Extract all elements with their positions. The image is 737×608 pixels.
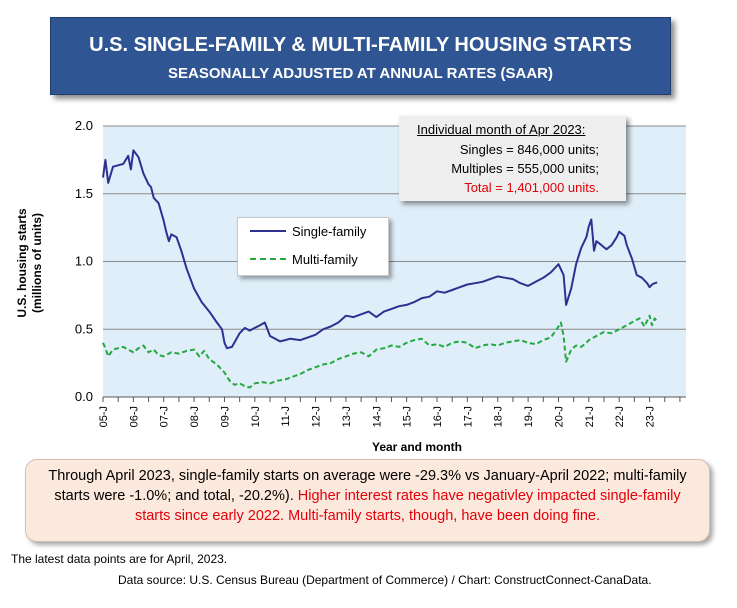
y-axis-title: U.S. housing starts(millions of units) [15, 208, 44, 318]
x-axis-ticks: 05-J 06-J 07-J 08-J 09-J 10-J 11-J 12-J 13-J 14-J… [98, 396, 686, 427]
x-tick-label: 09-J [219, 406, 231, 427]
y-tick-label: 0.5 [75, 321, 93, 336]
title-banner: U.S. SINGLE-FAMILY & MULTI-FAMILY HOUSIN… [50, 17, 671, 95]
y-tick-label: 0.0 [75, 389, 93, 404]
y-tick-label: 2.0 [75, 118, 93, 133]
footnote: The latest data points are for April, 20… [11, 552, 228, 566]
x-tick-label: 12-J [311, 406, 323, 427]
legend-label-multi-family: Multi-family [292, 251, 358, 267]
x-tick-label: 21-J [584, 406, 596, 427]
source-line: Data source: U.S. Census Bureau (Departm… [118, 573, 652, 587]
legend-swatch-single-family [250, 230, 286, 232]
y-tick-label: 1.5 [75, 186, 93, 201]
x-tick-label: 13-J [341, 406, 353, 427]
x-tick-label: 23-J [645, 406, 657, 427]
x-tick-label: 08-J [189, 406, 201, 427]
info-singles: Singles = 846,000 units; [459, 142, 599, 157]
x-tick-label: 16-J [432, 406, 444, 427]
summary-box: Through April 2023, single-family starts… [25, 459, 710, 542]
chart-subtitle: SEASONALLY ADJUSTED AT ANNUAL RATES (SAA… [167, 65, 554, 82]
x-tick-label: 18-J [493, 406, 505, 427]
info-total: Total = 1,401,000 units. [464, 180, 599, 195]
legend-item-single-family: Single-family [250, 223, 366, 239]
legend-label-single-family: Single-family [292, 223, 367, 239]
y-tick-label: 1.0 [75, 254, 93, 269]
x-tick-label: 20-J [553, 406, 565, 427]
x-tick-label: 10-J [250, 406, 262, 427]
x-tick-label: 22-J [614, 406, 626, 427]
x-tick-label: 05-J [98, 406, 110, 427]
summary-text: Through April 2023, single-family starts… [48, 468, 687, 504]
chart-title: U.S. SINGLE-FAMILY & MULTI-FAMILY HOUSIN… [89, 34, 632, 56]
legend: Single-family Multi-family [237, 217, 389, 276]
x-tick-label: 06-J [128, 406, 140, 427]
x-tick-label: 17-J [462, 406, 474, 427]
info-box: Individual month of Apr 2023: Singles = … [399, 116, 626, 201]
legend-item-multi-family: Multi-family [250, 251, 358, 267]
info-heading: Individual month of Apr 2023: [417, 122, 586, 137]
x-tick-label: 14-J [371, 406, 383, 427]
x-tick-label: 15-J [402, 406, 414, 427]
x-tick-label: 11-J [280, 406, 292, 427]
series-line-multi-family [102, 314, 659, 389]
legend-swatch-multi-family [250, 258, 286, 260]
x-axis-title: Year and month [372, 440, 462, 454]
info-multiples: Multiples = 555,000 units; [451, 161, 599, 176]
series-line-single-family [102, 149, 658, 350]
x-tick-label: 07-J [159, 406, 171, 427]
summary-highlight: Higher interest rates have negativley im… [134, 488, 681, 524]
x-tick-label: 19-J [523, 406, 535, 427]
y-axis-ticks: 0.0 0.5 1.0 1.5 2.0 [75, 118, 93, 404]
